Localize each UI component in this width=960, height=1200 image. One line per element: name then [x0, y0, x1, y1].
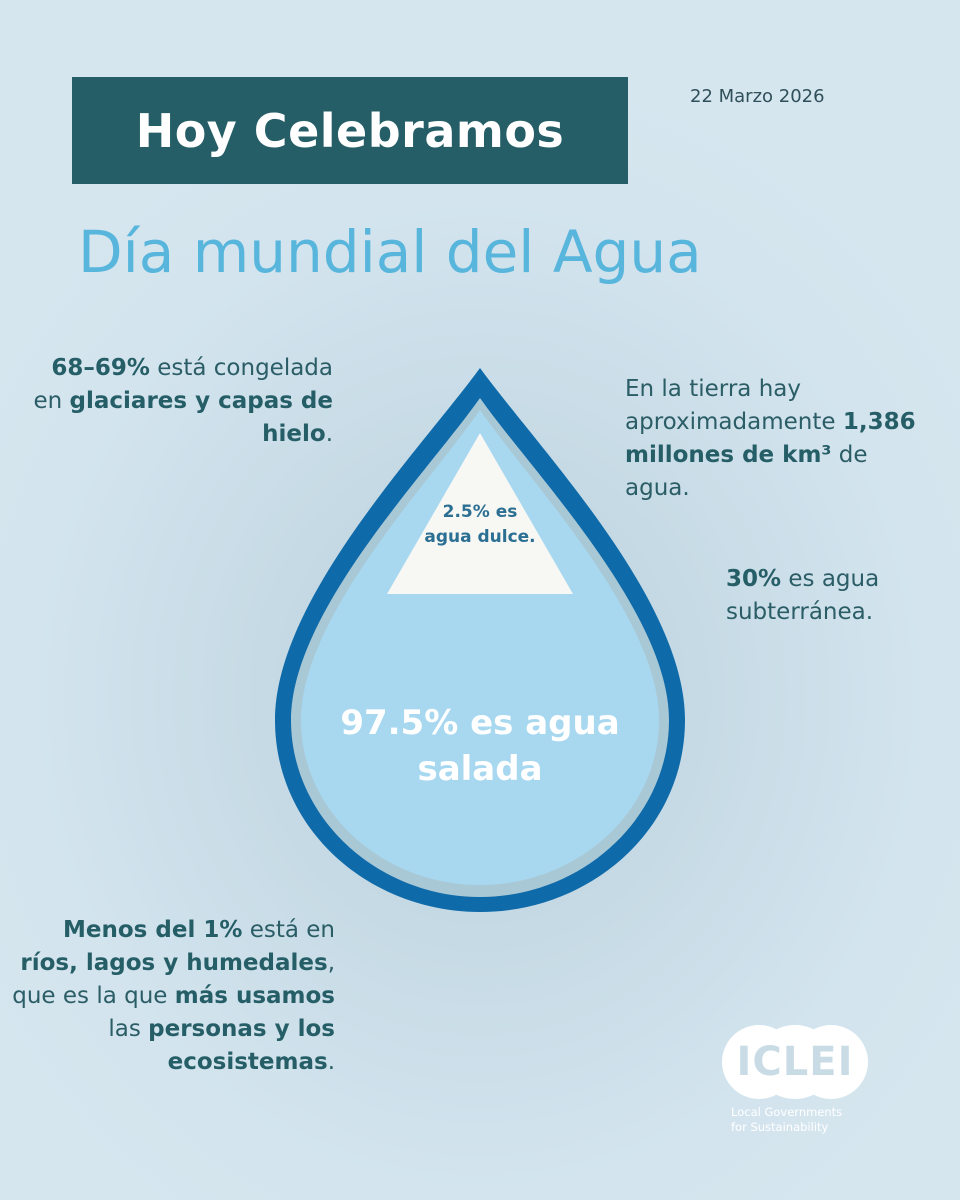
- water-drop-graphic: [275, 368, 685, 912]
- event-date: 22 Marzo 2026: [690, 86, 825, 107]
- fact-rivers-text-2: , que es la que: [12, 950, 335, 1009]
- iclei-logo: ICLEI Local Governments for Sustainabili…: [718, 1025, 898, 1140]
- banner-title: Hoy Celebramos: [135, 103, 565, 158]
- logo-wordmark: ICLEI: [736, 1039, 854, 1085]
- fact-rivers-end: .: [327, 1049, 335, 1075]
- fact-ice-text: está congelada en: [33, 355, 334, 414]
- fact-rivers-emph-1: ríos, lagos y humedales: [20, 950, 328, 976]
- drop-fill: [301, 410, 659, 885]
- logo-tagline: Local Governments for Sustainability: [731, 1105, 891, 1135]
- fact-groundwater-text: es agua subterránea.: [726, 566, 880, 625]
- fact-total: En la tierra hay aproximadamente 1,386 m…: [625, 373, 925, 505]
- fact-ice-emph: glaciares y capas de hielo: [69, 388, 333, 447]
- fact-rivers-text-3: las: [108, 1016, 149, 1042]
- logo-badge-shape: [722, 1025, 868, 1099]
- fact-ice: 68–69% está congelada en glaciares y cap…: [33, 352, 334, 451]
- fact-ice-pct: 68–69%: [51, 355, 150, 381]
- fact-total-text: En la tierra hay aproximadamente: [625, 376, 843, 435]
- salt-water-label: 97.5% es agua salada: [340, 703, 620, 789]
- fact-ice-end: .: [325, 421, 333, 447]
- fact-total-end: de agua.: [625, 442, 868, 501]
- fresh-water-label: 2.5% es agua dulce.: [424, 502, 536, 547]
- header-banner: Hoy Celebramos: [72, 77, 628, 184]
- fact-rivers-text-1: está en: [242, 917, 335, 943]
- fresh-water-triangle: [387, 433, 573, 594]
- fact-groundwater-pct: 30%: [726, 566, 782, 592]
- fact-rivers-emph-2: más usamos: [174, 983, 335, 1009]
- fact-total-amount: 1,386 millones de km³: [625, 409, 916, 468]
- page-title: Día mundial del Agua: [78, 218, 702, 286]
- fact-rivers-emph-3: personas y los ecosistemas: [148, 1016, 335, 1075]
- logo-tagline-line-2: for Sustainability: [731, 1120, 829, 1134]
- logo-tagline-line-1: Local Governments: [731, 1105, 843, 1119]
- fact-groundwater: 30% es agua subterránea.: [726, 563, 926, 629]
- fact-rivers-pct: Menos del 1%: [63, 917, 243, 943]
- fact-rivers: Menos del 1% está en ríos, lagos y humed…: [5, 914, 335, 1079]
